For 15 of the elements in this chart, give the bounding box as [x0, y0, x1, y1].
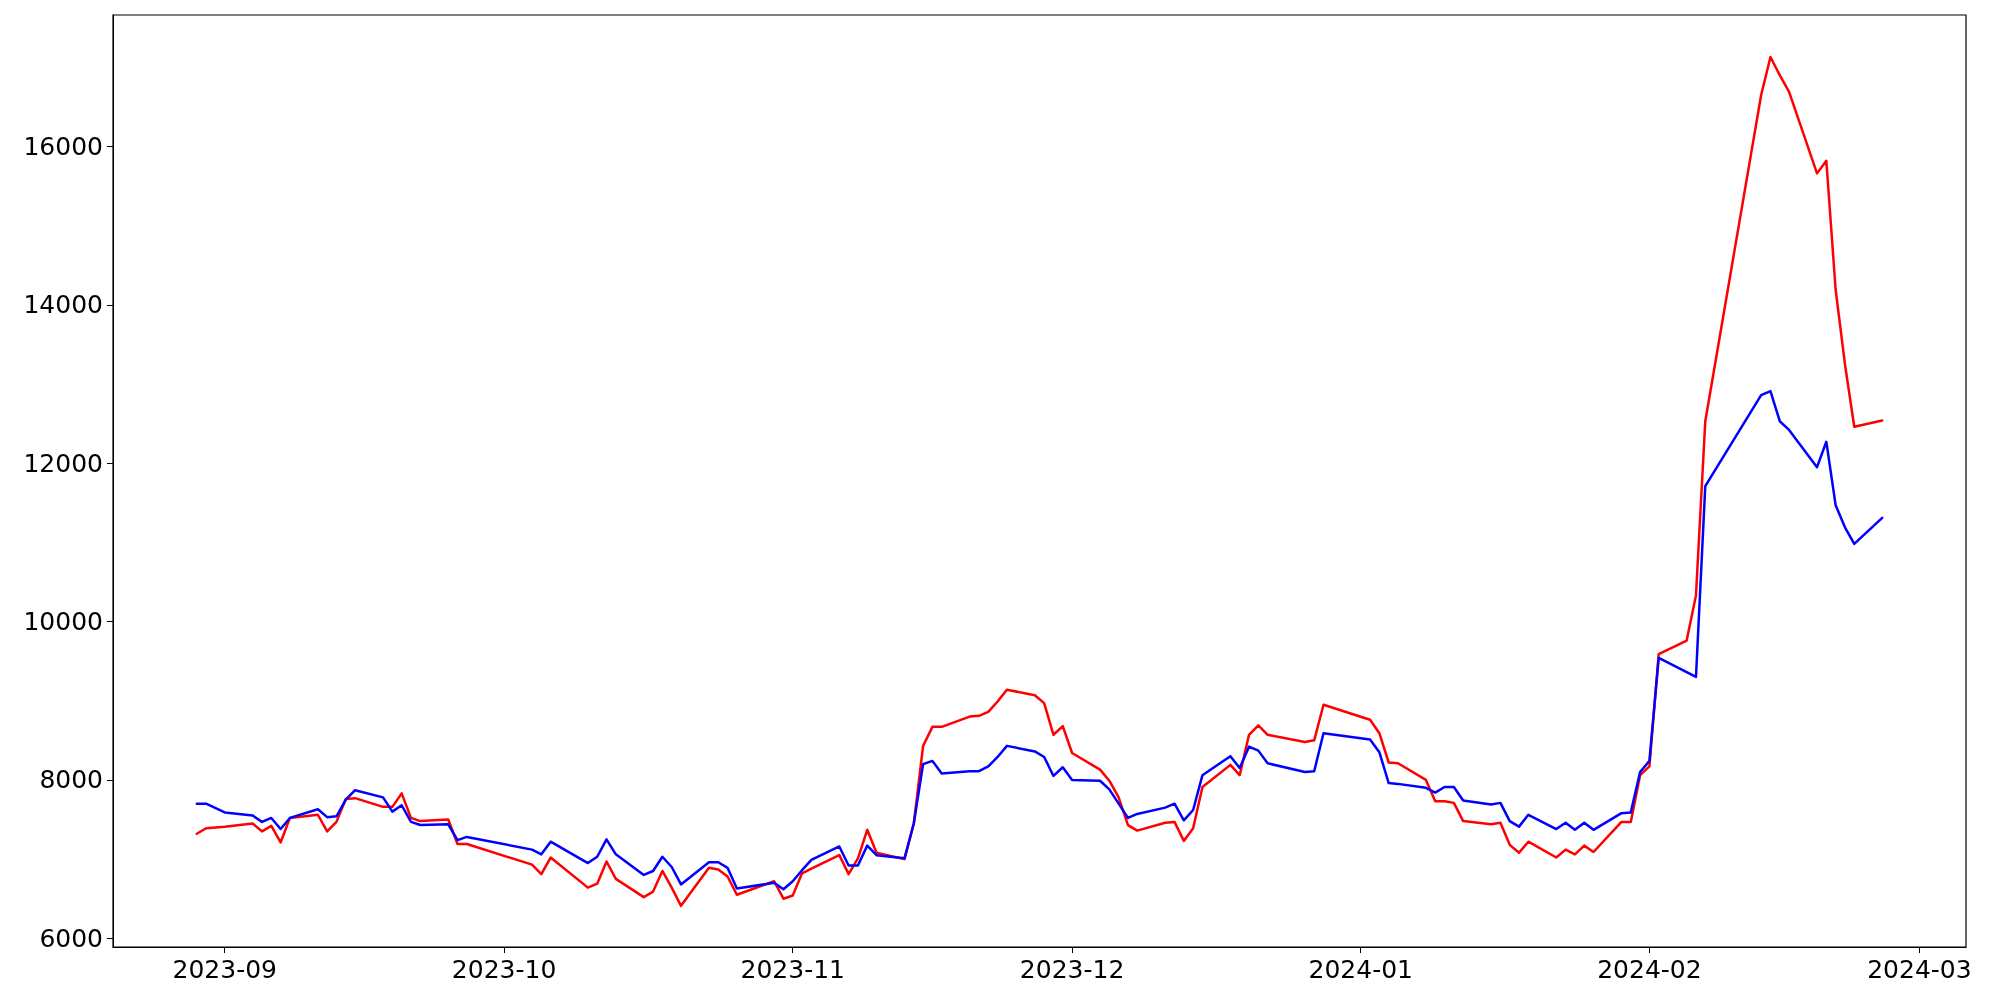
y-tick-label: 14000 [23, 290, 103, 320]
line-series [195, 389, 1884, 891]
y-tick-label: 6000 [39, 923, 103, 953]
line-series [195, 55, 1884, 908]
x-tick-label: 2024-01 [1308, 955, 1413, 984]
y-tick-label: 8000 [39, 765, 103, 795]
x-tick-label: 2023-11 [740, 955, 845, 984]
x-tick-label: 2024-02 [1597, 955, 1702, 984]
y-tick-label: 10000 [23, 607, 103, 637]
x-tick-label: 2023-09 [172, 955, 277, 984]
y-tick-label: 12000 [23, 448, 103, 478]
x-tick-label: 2024-03 [1867, 955, 1972, 984]
x-tick-label: 2023-12 [1019, 955, 1125, 984]
y-tick-label: 16000 [23, 131, 103, 161]
x-tick-label: 2023-10 [451, 955, 557, 984]
